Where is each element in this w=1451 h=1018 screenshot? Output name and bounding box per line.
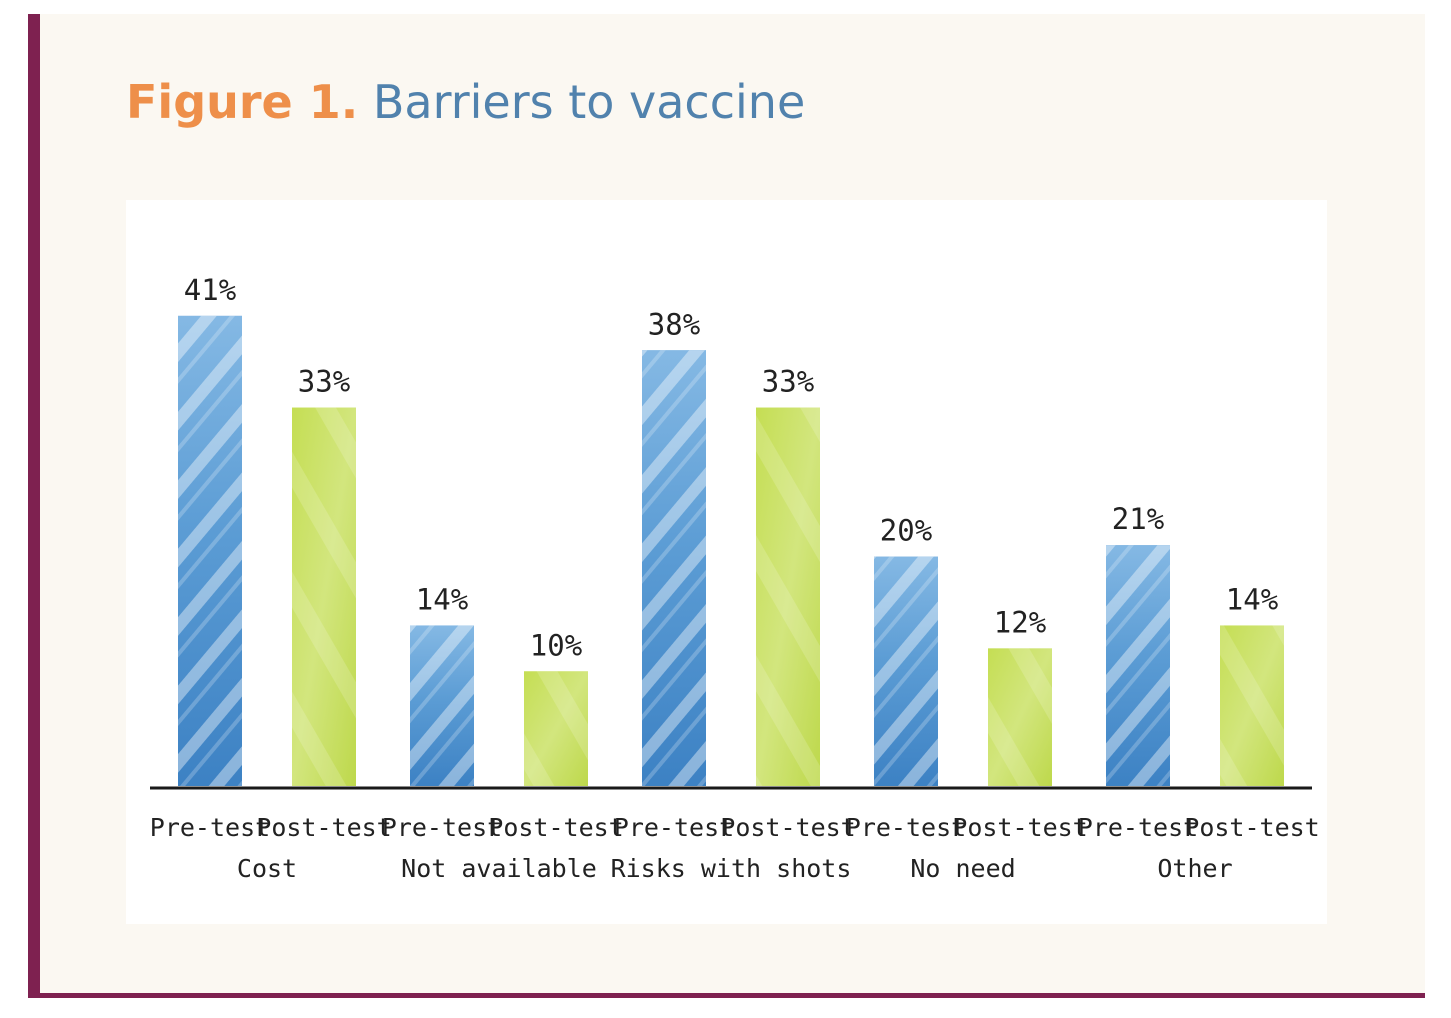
bar-no-need-post-test (988, 648, 1052, 786)
tick-label-cost-pre-test: Pre-test (150, 813, 270, 842)
bar-other-pre-test (1106, 545, 1170, 786)
bar-other-post-test (1220, 625, 1284, 786)
value-label-risks-with-shots-post-test: 33% (762, 365, 814, 399)
bar-not-available-pre-test (410, 625, 474, 786)
bar-risks-with-shots-pre-test (642, 350, 706, 786)
tick-label-risks-with-shots-post-test: Post-test (720, 813, 855, 842)
tick-label-no-need-post-test: Post-test (952, 813, 1087, 842)
value-label-no-need-post-test: 12% (994, 605, 1046, 639)
value-label-no-need-pre-test: 20% (880, 514, 932, 548)
category-label-risks-with-shots: Risks with shots (611, 854, 852, 883)
bar-cost-pre-test (178, 315, 242, 786)
value-label-cost-pre-test: 41% (184, 273, 236, 307)
figure-number: Figure 1. (126, 75, 359, 129)
bar-cost-post-test (292, 407, 356, 786)
value-label-other-pre-test: 21% (1112, 502, 1164, 536)
figure-title: Figure 1. Barriers to vaccine (126, 68, 805, 136)
bar-not-available-post-test (524, 671, 588, 786)
value-label-not-available-pre-test: 14% (416, 582, 468, 616)
value-label-risks-with-shots-pre-test: 38% (648, 307, 700, 341)
category-label-not-available: Not available (401, 854, 597, 883)
plot-area: 41% Pre-test 33% Post-test Cost 14% Pre-test 10… (126, 200, 1327, 924)
tick-label-other-post-test: Post-test (1184, 813, 1319, 842)
tick-label-risks-with-shots-pre-test: Pre-test (614, 813, 734, 842)
value-label-not-available-post-test: 10% (530, 628, 582, 662)
tick-label-cost-post-test: Post-test (256, 813, 391, 842)
tick-label-not-available-pre-test: Pre-test (382, 813, 502, 842)
figure-caption: Barriers to vaccine (372, 75, 806, 129)
value-label-cost-post-test: 33% (298, 365, 350, 399)
tick-label-no-need-pre-test: Pre-test (846, 813, 966, 842)
value-label-other-post-test: 14% (1226, 582, 1278, 616)
tick-label-not-available-post-test: Post-test (488, 813, 623, 842)
category-label-no-need: No need (910, 854, 1015, 883)
bar-no-need-pre-test (874, 556, 938, 786)
tick-label-other-pre-test: Pre-test (1078, 813, 1198, 842)
category-label-other: Other (1157, 854, 1232, 883)
bar-chart: 41% Pre-test 33% Post-test Cost 14% Pre-test 10… (150, 273, 1320, 883)
bar-risks-with-shots-post-test (756, 407, 820, 786)
category-label-cost: Cost (237, 854, 297, 883)
